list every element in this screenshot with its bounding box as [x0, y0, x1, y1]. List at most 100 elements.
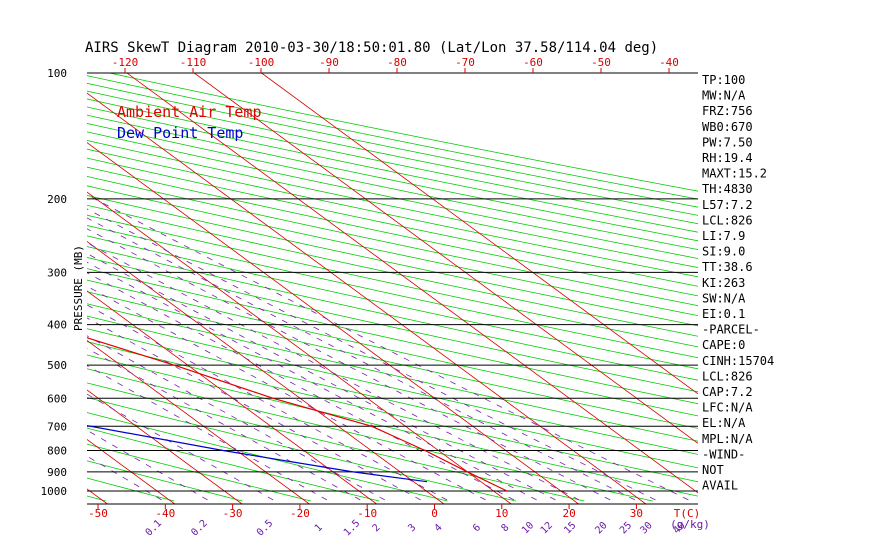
isotherm-line	[261, 73, 698, 395]
legend-air-temp: Ambient Air Temp	[117, 103, 262, 121]
index-entry: MPL:N/A	[702, 432, 753, 446]
top-temp-tick-label: -90	[319, 56, 339, 69]
ambient-temp-line	[87, 337, 508, 492]
pressure-tick-label: 500	[47, 359, 67, 372]
index-entry: FRZ:756	[702, 104, 753, 118]
index-entry: LCL:826	[702, 369, 753, 383]
dry-adiabat-line	[87, 382, 585, 502]
top-temp-tick-label: -120	[112, 56, 139, 69]
dry-adiabat-line	[87, 397, 516, 502]
isotherm-line	[87, 389, 243, 504]
index-entry: MW:N/A	[702, 89, 746, 103]
dry-adiabat-line	[87, 82, 698, 208]
bottom-temp-unit: T(C)	[674, 507, 701, 520]
isotherms	[87, 73, 698, 504]
dry-adiabat-line	[87, 140, 698, 268]
index-entry: LCL:826	[702, 213, 753, 227]
pressure-tick-label: 700	[47, 420, 67, 433]
mixing-ratio-line	[87, 194, 689, 501]
isobars: 100 200 300 400 500 600 700 800 900 1000	[41, 67, 698, 498]
y-axis-label: PRESSURE (MB)	[72, 245, 85, 331]
pressure-tick-label: 300	[47, 266, 67, 279]
dry-adiabat-line	[87, 268, 698, 405]
isotherm-line	[126, 73, 698, 494]
dry-adiabat-line	[87, 257, 698, 393]
index-entry: CAPE:0	[702, 338, 745, 352]
isotherm-line	[87, 191, 512, 504]
mixing-ratio-line	[87, 208, 656, 501]
mixing-ratio-unit: (g/kg)	[670, 518, 710, 531]
legend: Ambient Air Temp Dew Point Temp	[117, 103, 262, 142]
top-temp-tick-label: -60	[523, 56, 543, 69]
profile-series	[87, 337, 508, 492]
mixing-ratio-lines	[87, 194, 689, 501]
dry-adiabat-line	[87, 123, 698, 250]
dry-adiabat-line	[87, 412, 448, 502]
bottom-temp-tick-label: 30	[630, 507, 643, 520]
legend-dew-point: Dew Point Temp	[117, 124, 243, 142]
index-entry: AVAIL	[702, 479, 738, 493]
dry-adiabat-line	[87, 354, 698, 497]
top-temp-tick-label: -40	[659, 56, 679, 69]
dew-point-line	[87, 424, 428, 483]
index-entry: WB0:670	[702, 120, 753, 134]
top-temp-tick-label: -70	[455, 56, 475, 69]
isotherm-line	[87, 290, 377, 504]
mixing-ratio-line	[87, 365, 328, 501]
top-temp-tick-label: -100	[248, 56, 275, 69]
index-entry: MAXT:15.2	[702, 167, 767, 181]
dry-adiabat-line	[87, 75, 698, 200]
dry-adiabat-line	[87, 98, 698, 225]
mixing-ratio-line	[87, 347, 361, 501]
index-entry: LI:7.9	[702, 229, 745, 243]
bottom-temp-tick-label: -20	[290, 507, 310, 520]
pressure-tick-label: 600	[47, 392, 67, 405]
mixing-ratio-line	[87, 217, 636, 501]
dry-adiabat-line	[87, 214, 698, 348]
dry-adiabat-line	[109, 73, 698, 192]
bottom-temp-tick-label: 10	[495, 507, 508, 520]
pressure-tick-label: 1000	[41, 485, 68, 498]
top-temp-tick-label: -50	[591, 56, 611, 69]
dry-adiabat-line	[87, 106, 698, 233]
bottom-temp-tick-label: -50	[88, 507, 108, 520]
index-entry: CINH:15704	[702, 354, 774, 368]
dry-adiabat-line	[87, 131, 698, 259]
isotherm-line	[87, 142, 579, 504]
bottom-temp-tick-label: -10	[357, 507, 377, 520]
pressure-tick-label: 900	[47, 466, 67, 479]
dry-adiabat-line	[87, 204, 698, 337]
bottom-temp-tick-label: 0	[431, 507, 438, 520]
dry-adiabat-line	[87, 166, 698, 297]
dry-adiabat-line	[87, 225, 698, 359]
dry-adiabat-line	[87, 279, 698, 417]
top-temp-tick-label: -80	[387, 56, 407, 69]
index-entry: NOT	[702, 463, 724, 477]
index-entry: SW:N/A	[702, 291, 746, 305]
dry-adiabat-line	[87, 303, 698, 442]
dry-adiabat-line	[87, 175, 698, 307]
top-temp-tick-label: -110	[180, 56, 207, 69]
isotherm-line	[87, 241, 445, 504]
chart-title: AIRS SkewT Diagram 2010-03-30/18:50:01.8…	[85, 40, 658, 56]
dry-adiabat-line	[87, 235, 698, 370]
mixing-ratio-line	[87, 317, 421, 501]
isotherm-line	[87, 340, 310, 504]
dry-adiabat-line	[87, 114, 698, 242]
dry-adiabat-line	[87, 90, 698, 216]
pressure-tick-label: 400	[47, 319, 67, 332]
index-entry: LFC:N/A	[702, 401, 753, 415]
bottom-temp-tick-label: -40	[155, 507, 175, 520]
index-entry: SI:9.0	[702, 245, 745, 259]
index-entry: RH:19.4	[702, 151, 753, 165]
pressure-tick-label: 100	[47, 67, 67, 80]
mixing-ratio-line	[87, 228, 611, 501]
index-entry: -PARCEL-	[702, 323, 760, 337]
dry-adiabat-line	[87, 315, 698, 455]
isotherm-line	[194, 73, 698, 444]
dry-adiabat-line	[87, 328, 698, 469]
dry-adiabat-line	[87, 246, 698, 381]
dry-adiabat-line	[87, 185, 698, 317]
index-entry: TT:38.6	[702, 260, 753, 274]
